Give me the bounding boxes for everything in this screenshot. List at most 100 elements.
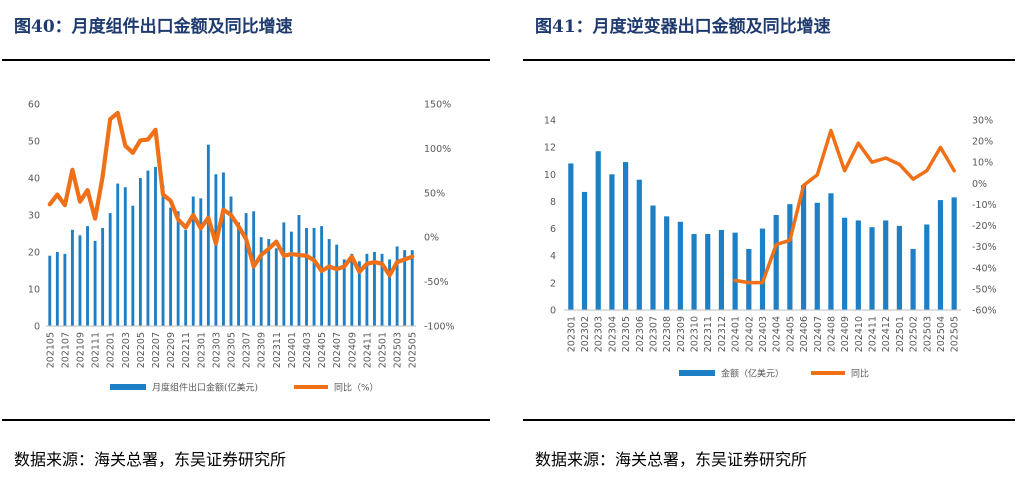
bar-202205: [138, 178, 142, 326]
bar-202408: [342, 259, 346, 326]
bar-202306: [636, 179, 642, 310]
bar-202211: [184, 229, 188, 326]
x-tick-label: 202201: [106, 332, 117, 368]
y-left-tick-label: 0: [550, 306, 556, 317]
y-right-tick-label: -100%: [424, 322, 455, 333]
bar-202106: [55, 252, 59, 326]
bar-202502: [910, 248, 916, 310]
x-tick-label: 202411: [362, 332, 373, 368]
x-tick-label: 202209: [166, 332, 177, 368]
bar-202402: [297, 215, 301, 326]
bar-202310: [267, 239, 271, 326]
bar-202301: [199, 198, 203, 326]
bar-202311: [705, 234, 711, 310]
bar-202501: [896, 225, 902, 310]
bar-202308: [664, 216, 670, 310]
bar-202406: [800, 185, 807, 310]
y-left-tick-label: 14: [544, 116, 556, 127]
bar-202409: [842, 217, 848, 310]
x-tick-label: 202107: [60, 332, 71, 368]
x-tick-label: 202305: [621, 316, 632, 352]
x-tick-label: 202412: [881, 316, 892, 352]
legend-label-bar: 金额（亿美元）: [721, 368, 784, 380]
y-right-tick-label: 150%: [424, 100, 451, 111]
y-right-tick-label: -50%: [972, 284, 997, 295]
bar-202206: [146, 170, 150, 326]
bar-202303: [214, 174, 218, 326]
y-left-tick-label: 6: [550, 224, 556, 235]
bar-202311: [274, 248, 278, 326]
figure-40: 图40：月度组件出口金额及同比增速 0 10 20 30 40 50 60 -100% -50%…: [0, 0, 490, 484]
x-tick-label: 202205: [136, 332, 147, 368]
bar-202202: [116, 183, 120, 326]
x-tick-label: 202105: [45, 332, 56, 368]
y-right-tick-label: 30%: [972, 116, 993, 127]
x-tick-label: 202410: [854, 316, 865, 352]
bar-202406: [327, 239, 331, 326]
y-right-tick-label: 0%: [424, 233, 439, 244]
y-right-tick-label: -30%: [972, 242, 997, 253]
bar-202304: [609, 174, 615, 310]
bar-202409: [350, 253, 354, 326]
x-tick-label: 202505: [950, 316, 961, 352]
bar-202404: [312, 227, 316, 326]
x-tick-label: 202311: [272, 332, 283, 368]
x-tick-label: 202406: [799, 316, 810, 352]
bar-202308: [252, 211, 256, 326]
bar-202401: [732, 232, 738, 310]
bar-202401: [289, 231, 293, 326]
bar-202407: [814, 202, 820, 310]
bottom-rule: [523, 419, 1015, 421]
bar-202303: [595, 151, 601, 310]
legend-label-line: 同比: [851, 368, 869, 380]
y-right-tick-label: 100%: [424, 144, 451, 155]
bar-202309: [677, 221, 683, 310]
bar-202407: [335, 244, 339, 326]
x-tick-label: 202505: [408, 332, 419, 368]
bar-202501: [380, 253, 384, 326]
x-tick-label: 202310: [690, 316, 701, 352]
bar-202305: [229, 196, 233, 326]
x-tick-label: 202111: [91, 332, 102, 368]
yoy-line: [733, 128, 956, 285]
x-tick-label: 202211: [181, 332, 192, 368]
x-tick-label: 202109: [75, 332, 86, 368]
bar-202410: [855, 220, 861, 310]
x-tick-label: 202407: [813, 316, 824, 352]
x-tick-label: 202309: [676, 316, 687, 352]
bar-202405: [787, 204, 793, 310]
bar-202302: [581, 191, 588, 310]
x-tick-label: 202407: [332, 332, 343, 368]
legend-label-bar: 月度组件出口金额(亿美元): [152, 382, 258, 394]
x-tick-label: 202308: [662, 316, 673, 352]
bar-202504: [937, 200, 944, 310]
x-tick-label: 202504: [936, 316, 947, 352]
y-right-tick-label: 0%: [972, 179, 987, 190]
x-tick-label: 202309: [257, 332, 268, 368]
bar-202403: [305, 227, 308, 326]
y-left-tick-label: 40: [28, 174, 40, 185]
legend: 月度组件出口金额(亿美元) 同比（%）: [110, 382, 379, 394]
combo-chart-module-export: 0 10 20 30 40 50 60 -100% -50% 0% 50% 100% 150% 20210…: [28, 100, 455, 394]
bar-202505: [410, 250, 414, 326]
bar-202209: [169, 207, 173, 326]
x-tick-label: 202403: [758, 316, 769, 352]
top-rule: [2, 59, 490, 61]
x-tick-label: 202411: [868, 316, 879, 352]
y-left-tick-label: 50: [28, 137, 40, 148]
figure-41: 图41：月度逆变器出口金额及同比增速 0 2 4 6 8 10 12 14 -60% -50% -4…: [521, 0, 1015, 484]
bar-202110: [86, 226, 89, 326]
bar-202201: [108, 213, 112, 326]
y-left-tick-label: 2: [550, 278, 556, 289]
x-tick-label: 202501: [895, 316, 906, 352]
y-left-tick-label: 4: [550, 251, 556, 262]
x-tick-label: 202404: [772, 316, 783, 352]
bar-202304: [222, 172, 225, 326]
source-note: 数据来源：海关总署，东吴证券研究所: [14, 450, 287, 469]
yoy-line: [47, 110, 415, 278]
x-tick-label: 202301: [566, 316, 577, 352]
bar-202402: [746, 248, 752, 310]
x-tick-label: 202402: [744, 316, 755, 352]
legend: 金额（亿美元） 同比: [679, 368, 869, 380]
bar-202404: [773, 215, 779, 310]
